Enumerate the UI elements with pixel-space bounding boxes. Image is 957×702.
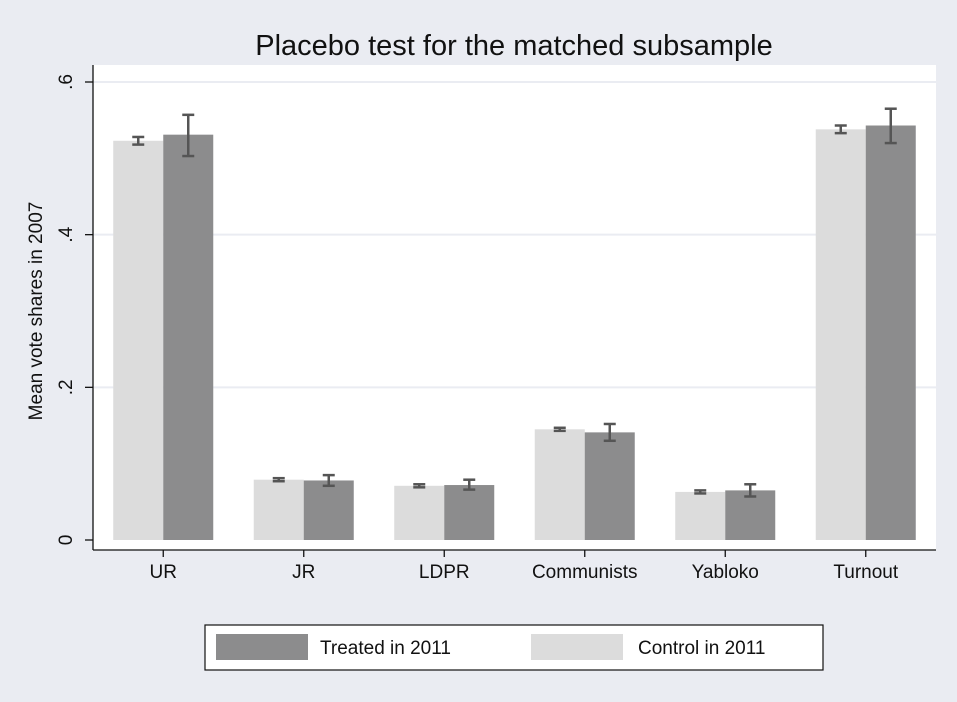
y-tick-label: 0 bbox=[56, 535, 77, 546]
plot-area bbox=[93, 65, 936, 550]
bar-control bbox=[253, 479, 304, 540]
y-tick-label: .6 bbox=[56, 74, 77, 90]
bar-control bbox=[675, 491, 726, 540]
y-axis-label: Mean vote shares in 2007 bbox=[26, 202, 47, 421]
y-tick-label: .4 bbox=[56, 226, 77, 242]
x-tick-label: UR bbox=[150, 562, 177, 583]
bar-treated bbox=[865, 125, 916, 540]
bar-control bbox=[394, 485, 445, 540]
legend-swatch-control bbox=[531, 634, 623, 660]
x-tick-label: LDPR bbox=[419, 562, 470, 583]
legend-label: Control in 2011 bbox=[638, 638, 765, 659]
bar-treated bbox=[444, 485, 495, 540]
legend-label: Treated in 2011 bbox=[320, 638, 451, 659]
legend-swatch-treated bbox=[216, 634, 308, 660]
bar-control bbox=[534, 429, 585, 540]
x-tick-label: Turnout bbox=[833, 562, 898, 583]
bar-treated bbox=[584, 432, 635, 540]
bar-control bbox=[815, 129, 866, 540]
y-tick-label: .2 bbox=[56, 379, 77, 395]
bar-treated bbox=[725, 490, 776, 540]
x-tick-label: Communists bbox=[532, 562, 638, 583]
bar-treated bbox=[163, 134, 214, 541]
x-tick-label: Yabloko bbox=[692, 562, 759, 583]
bar-control bbox=[113, 140, 164, 540]
x-tick-label: JR bbox=[292, 562, 315, 583]
chart-title: Placebo test for the matched subsample bbox=[255, 30, 772, 62]
bar-treated bbox=[303, 480, 354, 540]
